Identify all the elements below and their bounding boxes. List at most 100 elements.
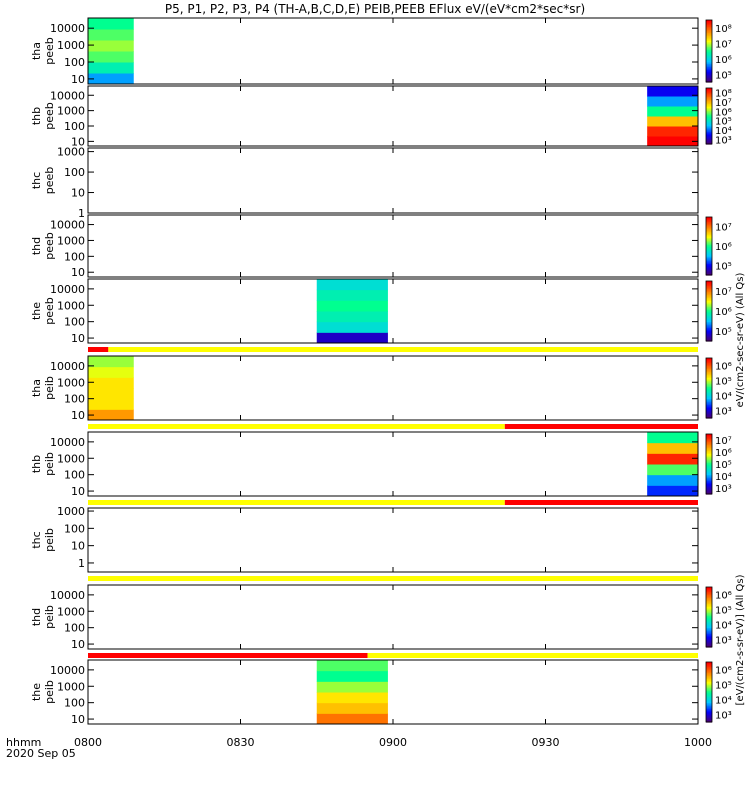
colorbar-segment [706, 388, 712, 391]
colorbar-segment [706, 317, 712, 320]
y-tick-label: 100 [64, 469, 85, 482]
colorbar-tick-label: 10⁶ [715, 307, 732, 318]
colorbar-segment [706, 450, 712, 453]
status-strip [88, 424, 505, 429]
colorbar-segment [706, 80, 712, 83]
spectrogram-band [88, 398, 134, 410]
colorbar-segment [706, 44, 712, 47]
colorbar-segment [706, 40, 712, 43]
colorbar-segment [706, 666, 712, 669]
spectrogram-band [88, 366, 134, 378]
colorbar-segment [706, 701, 712, 704]
colorbar-segment [706, 626, 712, 629]
colorbar-tick-label: 10⁴ [715, 621, 732, 632]
panel-frame [87, 147, 699, 214]
colorbar-segment [706, 237, 712, 240]
panel-the-peib: 10 100 1000 10000 thepeib 10³ 10⁴ 10⁵ 10⁶ [30, 659, 732, 726]
panel-label: thbpeeb [30, 102, 56, 130]
colorbar-segment [706, 55, 712, 58]
colorbar-tick-label: 10⁵ [715, 327, 732, 338]
colorbar-segment [706, 336, 712, 339]
colorbar-segment [706, 26, 712, 29]
colorbar-segment [706, 305, 712, 308]
spectrogram-band [647, 464, 698, 476]
colorbar-segment [706, 459, 712, 462]
colorbar-segment [706, 303, 712, 306]
colorbar-segment [706, 261, 712, 264]
colorbar-segment [706, 297, 712, 300]
colorbar-segment [706, 311, 712, 314]
colorbar-segment [706, 21, 712, 24]
colorbar-segment [706, 591, 712, 594]
spectrogram-band [647, 126, 698, 137]
colorbar-frame [705, 586, 713, 648]
colorbar-tick-label: 10⁶ [715, 591, 732, 602]
colorbar-segment [706, 75, 712, 78]
colorbar-segment [706, 241, 712, 244]
colorbar-segment [706, 449, 712, 452]
spectrogram-band [88, 388, 134, 400]
colorbar-segment [706, 124, 712, 127]
colorbar-segment [706, 131, 712, 134]
panel-label: thapeeb [30, 37, 56, 65]
colorbar-segment [706, 71, 712, 74]
figure-title: P5, P1, P2, P3, P4 (TH-A,B,C,D,E) PEIB,P… [164, 2, 586, 16]
colorbar-segment [706, 110, 712, 113]
y-tick-label: 10000 [50, 664, 85, 677]
colorbar-segment [706, 49, 712, 52]
colorbar-segment [706, 458, 712, 461]
colorbar-segment [706, 225, 712, 228]
colorbar-segment [706, 382, 712, 385]
y-tick-label: 100 [64, 622, 85, 635]
colorbar-segment [706, 284, 712, 287]
colorbar-segment [706, 641, 712, 644]
x-tick-label: 0930 [532, 736, 560, 749]
status-strip [88, 576, 698, 581]
colorbar-segment [706, 412, 712, 415]
colorbar-segment [706, 465, 712, 468]
status-strip [504, 424, 698, 429]
colorbar-segment [706, 693, 712, 696]
colorbar-tick-label: 10⁵ [715, 681, 732, 692]
colorbar-segment [706, 686, 712, 689]
colorbar-segment [706, 681, 712, 684]
colorbar-segment [706, 293, 712, 296]
colorbar-tick-label: 10⁷ [715, 436, 732, 447]
colorbar-segment [706, 605, 712, 608]
colorbar-segment [706, 438, 712, 441]
colorbar-segment [706, 389, 712, 392]
colorbar-segment [706, 306, 712, 309]
x-tick-label: 1000 [684, 736, 712, 749]
spectrogram-band [88, 62, 134, 74]
colorbar-segment [706, 672, 712, 675]
colorbar-segment [706, 615, 712, 618]
colorbar-tick-label: 10⁸ [715, 89, 732, 100]
colorbar-segment [706, 285, 712, 288]
colorbar-segment [706, 435, 712, 438]
colorbar-segment [706, 43, 712, 46]
colorbar-segment [706, 35, 712, 38]
colorbar-segment [706, 629, 712, 632]
colorbar-segment [706, 377, 712, 380]
colorbar-segment [706, 33, 712, 37]
colorbar-segment [706, 118, 712, 121]
colorbar-segment [706, 644, 712, 647]
colorbar-segment [706, 609, 712, 612]
colorbar-segment [706, 720, 712, 723]
colorbar-segment [706, 332, 712, 335]
colorbar-segment [706, 63, 712, 66]
colorbar-segment [706, 386, 712, 389]
colorbar-tick-label: 10⁶ [715, 666, 732, 677]
colorbar-segment [706, 290, 712, 293]
colorbar-frame [705, 280, 713, 342]
colorbar-segment [706, 74, 712, 77]
colorbar-segment [706, 224, 712, 227]
colorbar-segment [706, 410, 712, 413]
colorbar-segment [706, 406, 712, 409]
panel-frame [87, 431, 699, 497]
colorbar-segment [706, 407, 712, 410]
colorbar-segment [706, 624, 712, 627]
status-strip [504, 500, 698, 505]
colorbar-segment [706, 134, 712, 137]
